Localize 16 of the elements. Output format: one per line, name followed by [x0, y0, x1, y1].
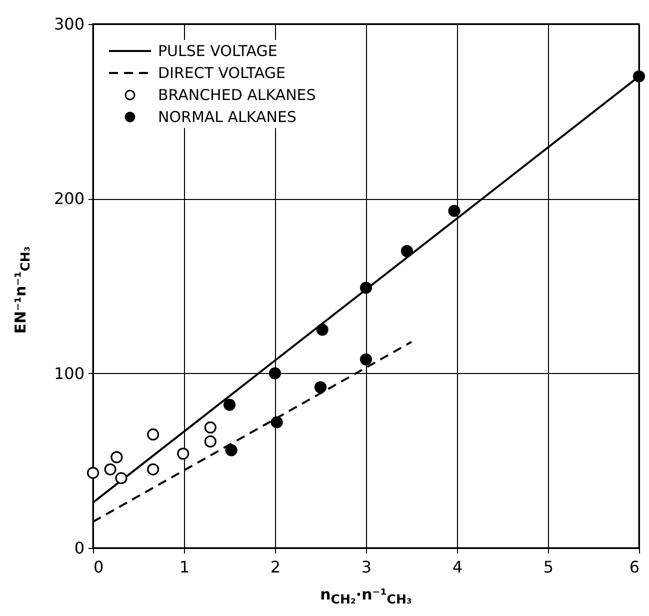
legend-label: PULSE VOLTAGE — [158, 42, 278, 60]
legend-label: NORMAL ALKANES — [158, 108, 296, 126]
legend-label: BRANCHED ALKANES — [158, 86, 316, 104]
x-tick-label: 6 — [629, 558, 640, 576]
y-tick-label: 100 — [54, 364, 84, 383]
x-tick-label: 4 — [452, 558, 463, 576]
y-tick-label: 0 — [74, 538, 84, 558]
legend-label: DIRECT VOLTAGE — [158, 64, 286, 82]
y-tick-label: 200 — [54, 189, 84, 208]
y-tick-label: 300 — [54, 14, 84, 34]
x-tick-label: 3 — [361, 558, 372, 576]
x-axis-title: n$_{CH₂}$·n⁻¹$_{CH₃}$ — [320, 586, 412, 606]
x-tick-label: 1 — [179, 558, 190, 576]
x-tick-label: 0 — [94, 558, 104, 576]
x-tick-label: 5 — [543, 558, 554, 576]
x-tick-label: 2 — [270, 558, 281, 576]
